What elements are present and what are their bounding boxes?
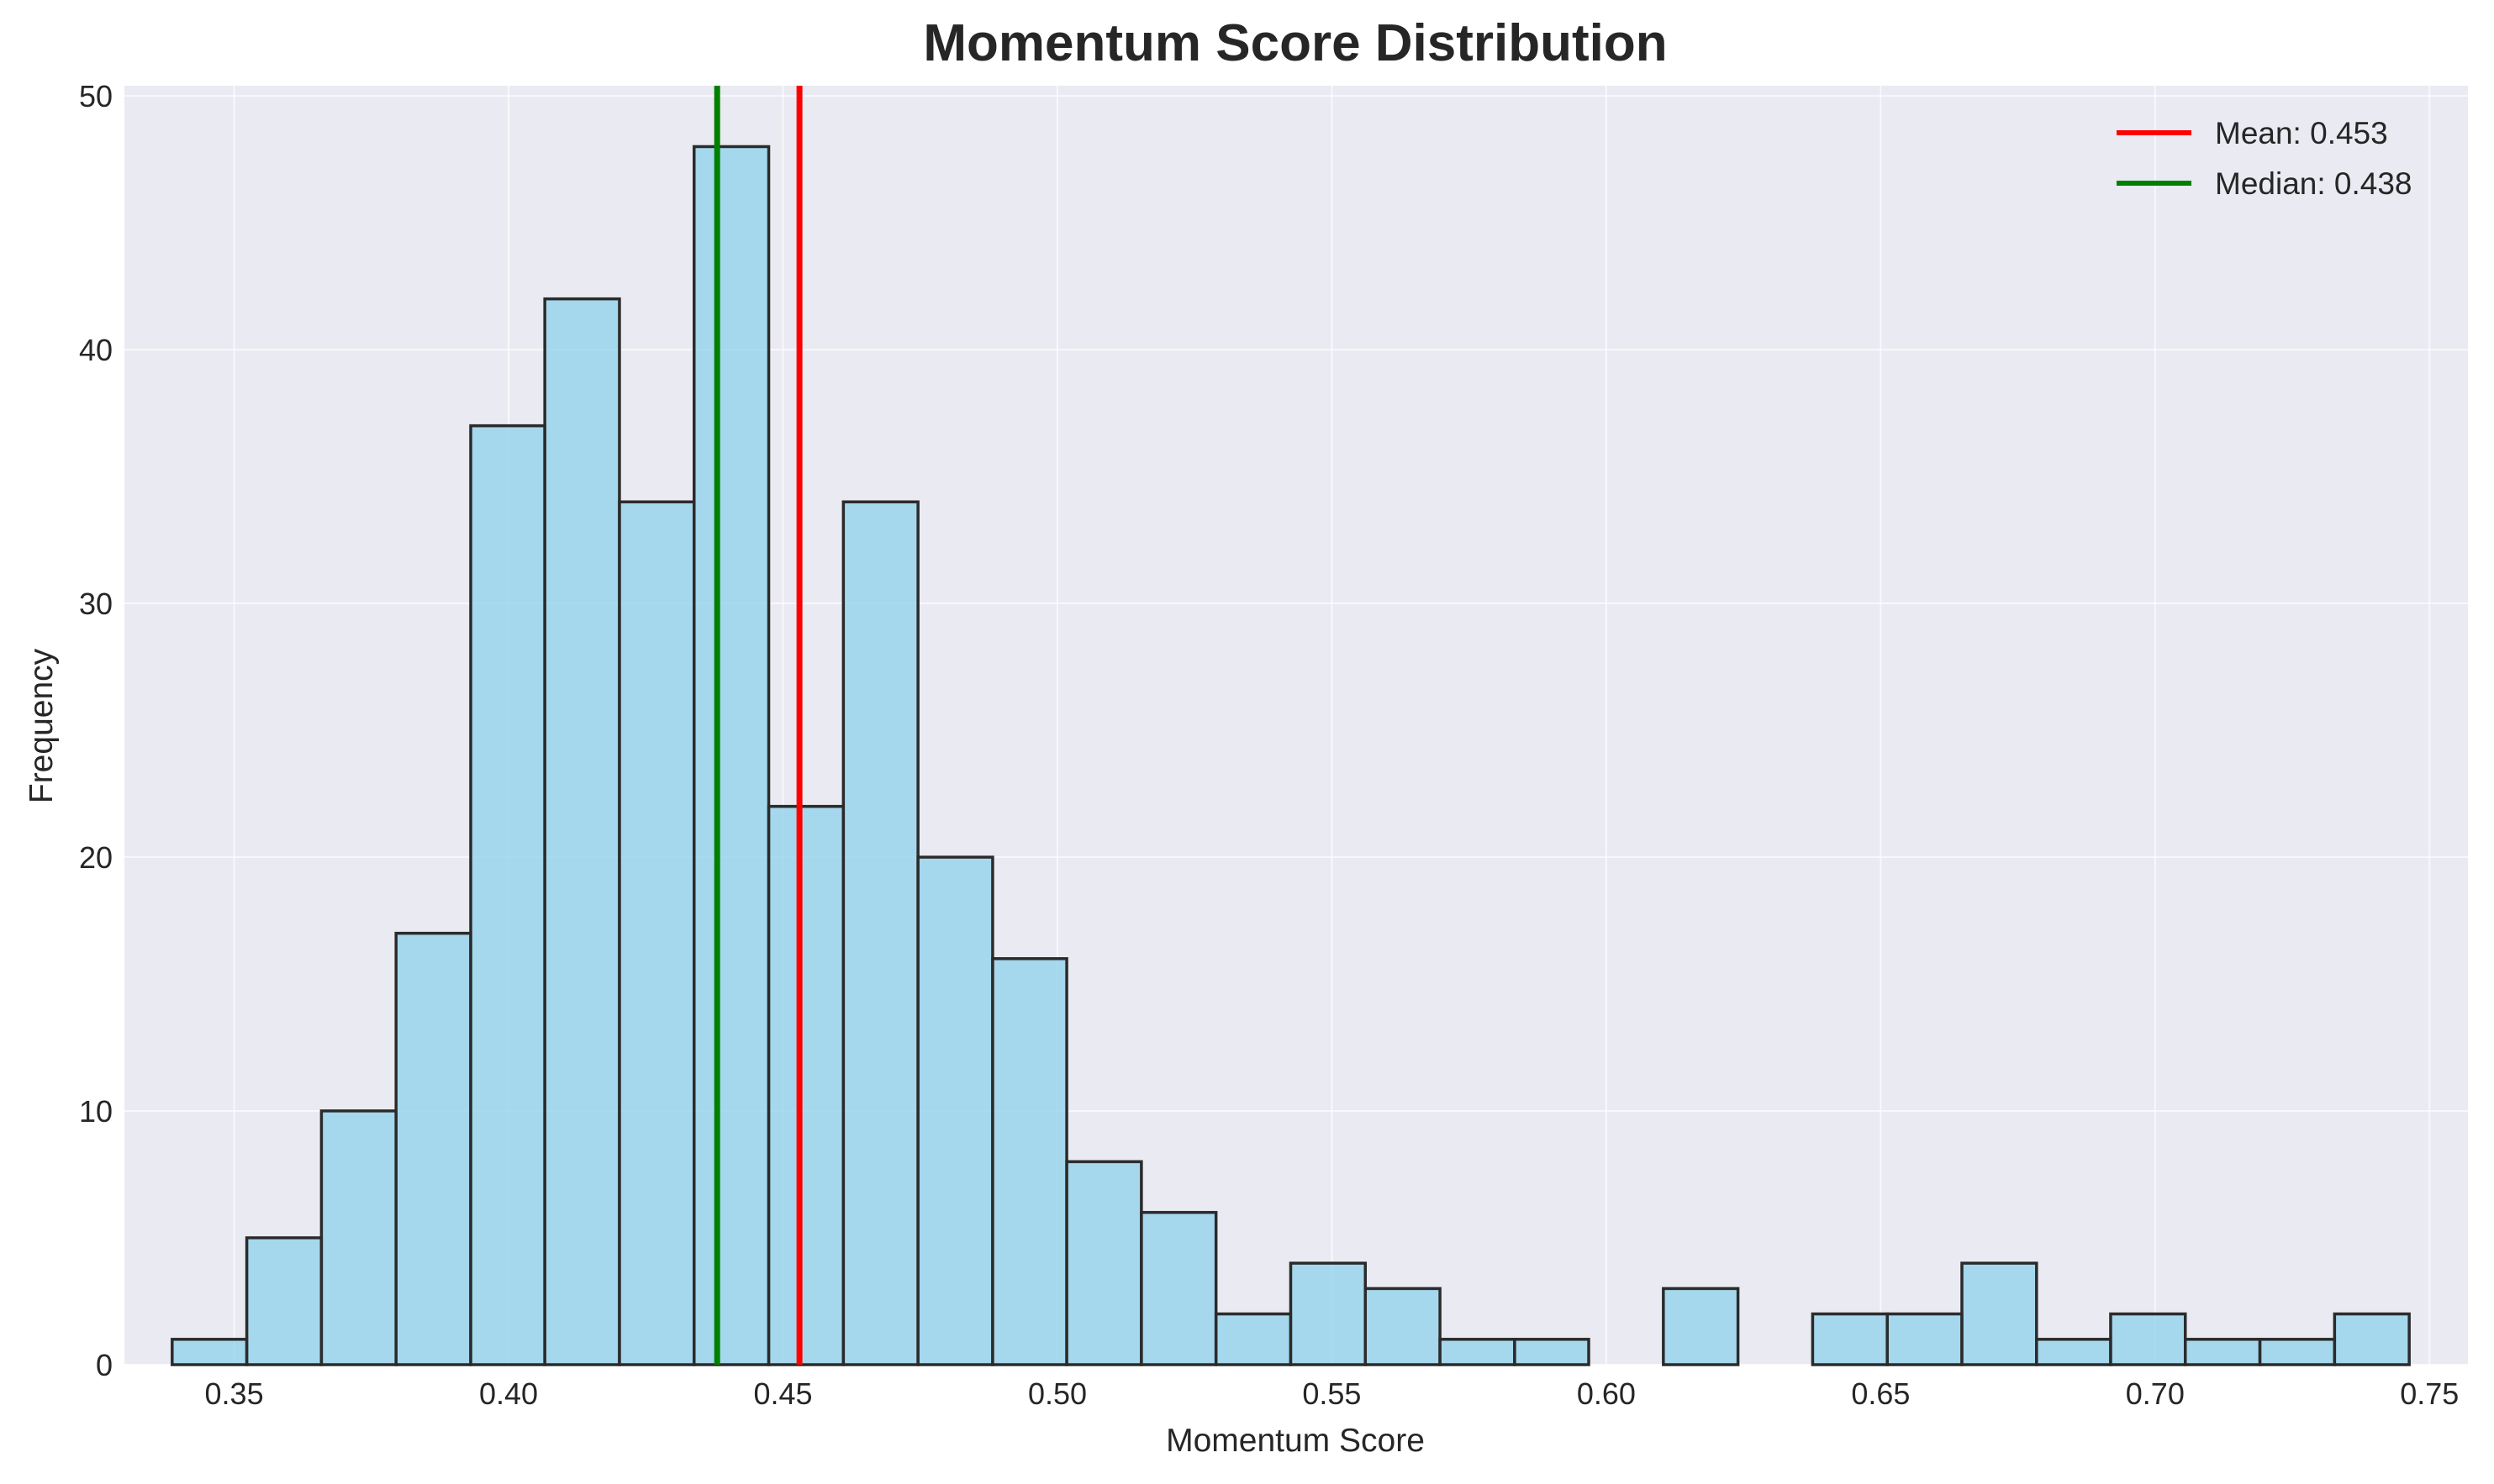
x-tick-label: 0.35 [205,1376,264,1411]
legend-label-median: Median: 0.438 [2215,166,2412,201]
histogram-bar [1811,1312,1889,1366]
histogram-bar [319,1109,398,1366]
histogram-bar [2035,1338,2112,1366]
histogram-bar [1065,1160,1143,1366]
x-tick-label: 0.50 [1028,1376,1087,1411]
x-tick-label: 0.75 [2400,1376,2459,1411]
y-axis-label: Frequency [24,648,60,803]
x-tick-label: 0.70 [2126,1376,2185,1411]
x-tick-label: 0.60 [1577,1376,1636,1411]
histogram-bar [991,957,1068,1366]
histogram-bar [2183,1338,2262,1366]
histogram-bar [2258,1338,2337,1366]
histogram-bar [1438,1338,1516,1366]
reference-lines [714,86,803,1365]
legend-item-median: Median: 0.438 [2117,166,2412,201]
histogram-bar [245,1236,324,1366]
legend: Mean: 0.453 Median: 0.438 [2117,116,2412,201]
chart-title: Momentum Score Distribution [923,14,1667,72]
histogram-bar [1289,1261,1368,1366]
histogram-bar [1363,1287,1442,1366]
histogram-bar [1960,1261,2038,1366]
y-tick-label: 10 [79,1094,113,1129]
histogram-bar [171,1338,249,1366]
histogram-bar [2109,1312,2187,1366]
histogram-bar [916,855,994,1366]
histogram-bars [171,145,2411,1366]
x-tick-label: 0.45 [753,1376,812,1411]
histogram-bar [1662,1287,1740,1366]
y-tick-label: 20 [79,840,113,875]
histogram-bar [841,500,920,1366]
x-axis-label: Momentum Score [1166,1423,1425,1459]
x-tick-label: 0.40 [479,1376,538,1411]
y-axis-ticks: 0 10 20 30 40 50 [79,79,113,1382]
x-tick-label: 0.65 [1851,1376,1910,1411]
x-axis-ticks: 0.35 0.40 0.45 0.50 0.55 0.60 0.65 0.70 0.75 [205,1376,2460,1411]
histogram-bar [1885,1312,1964,1366]
y-tick-label: 50 [79,79,113,113]
histogram-bar [543,297,621,1366]
x-tick-label: 0.55 [1302,1376,1361,1411]
histogram-bar [394,931,472,1366]
histogram-bar [1214,1312,1293,1366]
y-tick-label: 30 [79,587,113,621]
legend-item-mean: Mean: 0.453 [2117,116,2388,150]
histogram-bar [1140,1211,1218,1366]
histogram-bar [618,500,696,1366]
histogram-bar [767,804,846,1366]
histogram-bar [2333,1312,2411,1366]
histogram-bar [469,424,546,1366]
y-tick-label: 40 [79,333,113,367]
legend-label-mean: Mean: 0.453 [2215,116,2388,150]
y-tick-label: 0 [96,1348,113,1382]
histogram-bar [1513,1338,1590,1366]
histogram-bar [692,145,771,1366]
